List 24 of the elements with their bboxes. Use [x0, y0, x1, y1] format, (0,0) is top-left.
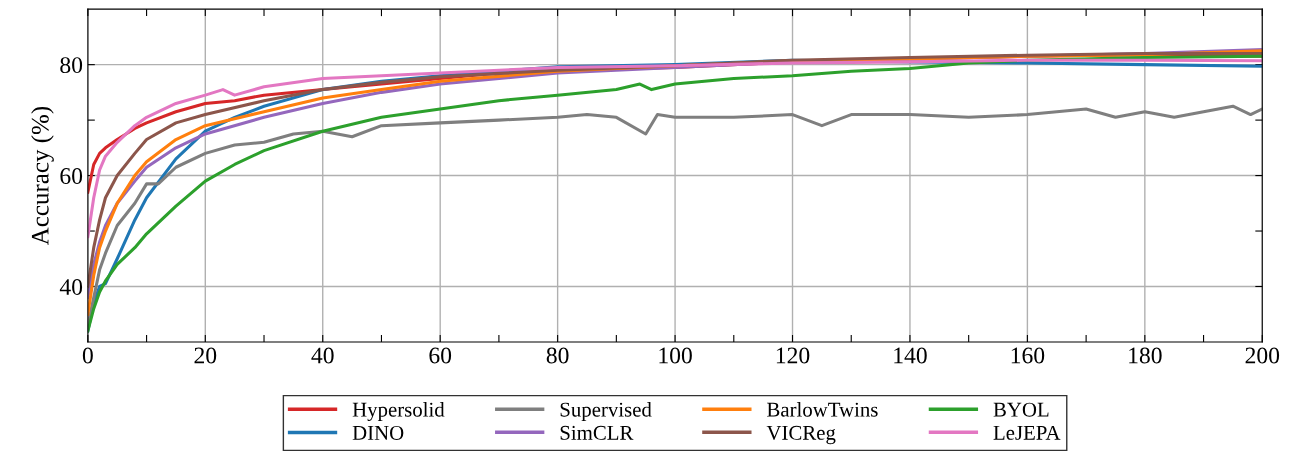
legend-label: VICReg	[766, 425, 836, 445]
y-tick-label: 40	[59, 278, 83, 295]
x-tick-label: 120	[776, 347, 810, 364]
legend-label: Supervised	[560, 402, 652, 421]
legend-label: Hypersolid	[352, 402, 445, 421]
x-tick-label: 140	[894, 347, 927, 364]
y-axis-title: Accuracy (%)	[31, 106, 54, 246]
y-tick-label: 60	[60, 168, 83, 184]
legend-label: LeJEPA	[993, 425, 1061, 440]
legend-label: SimCLR	[560, 425, 634, 440]
y-tick-label: 80	[60, 57, 83, 74]
x-tick-label: 200	[1245, 347, 1280, 364]
x-tick-label: 80	[546, 347, 569, 364]
legend-label: BYOL	[993, 402, 1049, 417]
legend-label: BarlowTwins	[767, 402, 878, 417]
x-tick-label: 60	[429, 347, 452, 364]
legend-label: DINO	[352, 425, 404, 440]
x-tick-label: 160	[1011, 347, 1045, 364]
x-tick-label: 100	[659, 347, 692, 364]
x-tick-label: 40	[311, 347, 334, 364]
x-tick-label: 0	[82, 347, 93, 364]
x-tick-label: 20	[194, 347, 217, 364]
x-tick-label: 180	[1129, 347, 1162, 364]
line-series	[87, 58, 1263, 239]
